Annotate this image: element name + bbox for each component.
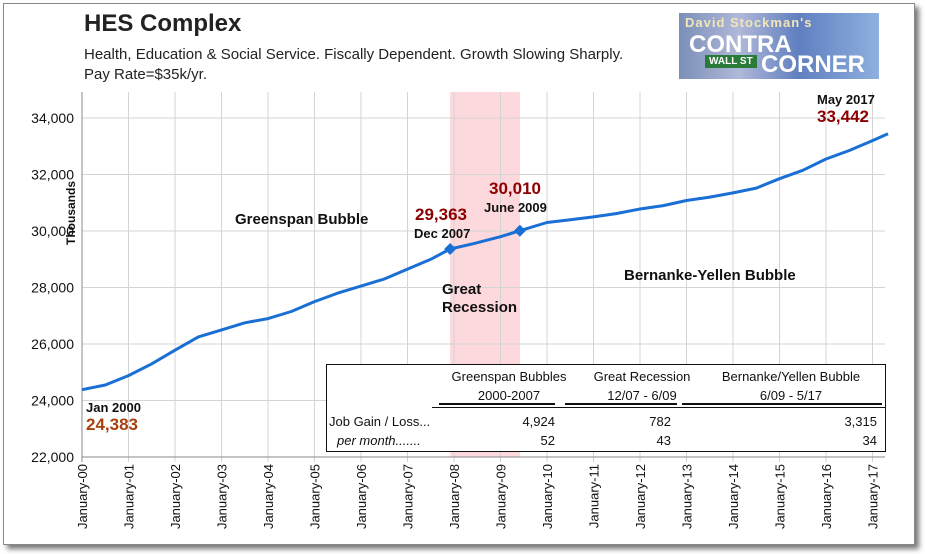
chart-subtitle: Health, Education & Social Service. Fisc… [84,46,624,63]
x-tick-label: January-01 [122,464,137,529]
x-tick-label: January-17 [866,464,881,529]
x-tick-label: January-08 [447,464,462,529]
contra-corner-logo: David Stockman's CONTRA WALL ST CORNER [679,13,879,79]
y-axis-label: Thousands [64,180,78,245]
x-tick-label: January-07 [401,464,416,529]
end-date-label: May 2017 [817,92,875,107]
logo-text: CORNER [761,51,866,78]
x-tick-label: January-03 [215,464,230,529]
table-header-period: 2000-2007 [477,388,541,403]
data-line [81,132,889,392]
table-header: Great Recession [593,369,691,384]
x-tick-label: January-02 [168,464,183,529]
y-tick-label: 30,000 [31,223,74,239]
table-cell: 4,924 [522,414,555,429]
logo-text: CONTRA [689,31,792,58]
row-label: Job Gain / Loss... [329,414,431,429]
end-value-label: 33,442 [817,107,869,126]
x-tick-label: January-06 [354,464,369,529]
summary-table: Greenspan Bubbles 2000-2007 Great Recess… [326,364,886,452]
x-tick-label: January-09 [494,464,509,529]
y-tick-label: 24,000 [31,393,74,409]
table-cell: 43 [656,433,671,448]
x-tick-label: January-14 [726,464,741,529]
x-tick-label: January-05 [308,464,323,529]
greenspan-label: Greenspan Bubble [235,211,369,228]
chart-title: HES Complex [84,10,242,37]
table-header: Greenspan Bubbles [451,369,567,384]
y-tick-label: 32,000 [31,167,74,183]
x-tick-label: January-04 [261,464,276,529]
bernanke-label: Bernanke-Yellen Bubble [624,267,796,284]
jun09-date-label: June 2009 [484,200,547,215]
recession-label-2: Recession [442,299,518,316]
y-tick-label: 22,000 [31,449,74,465]
x-tick-label: January-11 [587,464,602,528]
table-header-period: 12/07 - 6/09 [607,388,677,403]
y-tick-label: 28,000 [31,280,74,296]
recession-label: Great [442,281,482,298]
dec07-date-label: Dec 2007 [414,226,471,241]
dec07-value-label: 29,363 [415,205,467,224]
jun09-value-label: 30,010 [489,179,541,198]
row-label: per month....... [337,433,421,448]
start-date-label: Jan 2000 [86,400,141,415]
table-cell: 34 [862,433,877,448]
x-tick-label: January-16 [819,464,834,529]
chart-subtitle-2: Pay Rate=$35k/yr. [84,66,207,83]
logo-sign: WALL ST [705,55,757,68]
x-tick-label: January-13 [680,464,695,529]
start-value-label: 24,383 [86,415,138,434]
x-tick-label: January-15 [773,464,788,529]
data-point-marker [513,224,526,237]
y-tick-label: 26,000 [31,336,74,352]
logo-text: David Stockman's [685,15,813,30]
table-cell: 52 [540,433,555,448]
data-point-marker [444,242,457,255]
table-header: Bernanke/Yellen Bubble [721,369,861,384]
x-tick-label: January-00 [75,464,90,529]
table-cell: 3,315 [844,414,877,429]
x-tick-label: January-10 [540,464,555,529]
x-tick-label: January-12 [633,464,648,529]
table-header-period: 6/09 - 5/17 [759,388,823,403]
y-tick-label: 34,000 [31,110,74,126]
table-cell: 782 [649,414,671,429]
